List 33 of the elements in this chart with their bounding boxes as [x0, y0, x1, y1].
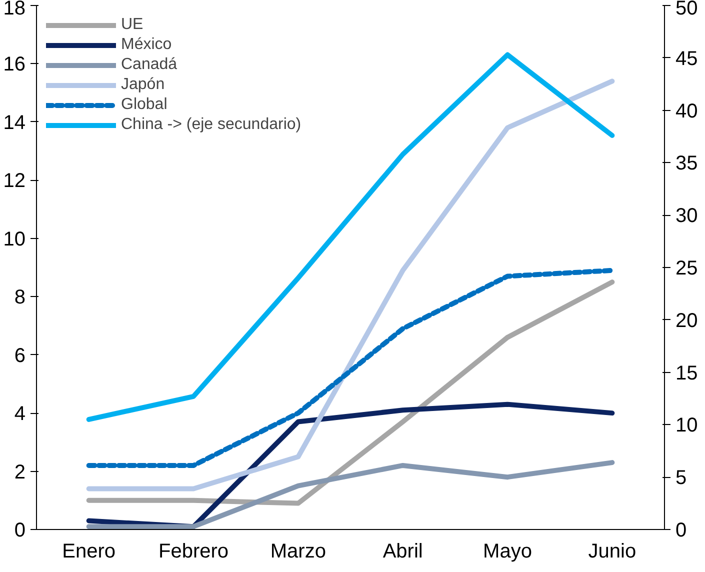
y2-tick-label: 15 — [676, 362, 698, 384]
legend-label: Global — [121, 96, 168, 114]
y2-tick-label: 50 — [676, 0, 698, 20]
legend-label: UE — [121, 16, 144, 34]
y2-tick-label: 25 — [676, 258, 698, 280]
y-tick-label: 14 — [3, 112, 26, 134]
y2-tick-label: 35 — [676, 152, 698, 175]
x-tick-label: Abril — [382, 540, 423, 562]
y-tick-label: 4 — [14, 403, 26, 426]
y2-tick-label: 40 — [676, 100, 698, 122]
y2-tick-label: 0 — [676, 520, 687, 542]
y2-tick-label: 30 — [676, 205, 698, 228]
legend-label: China -> (eje secundario) — [121, 116, 302, 134]
legend-label: Japón — [121, 76, 165, 94]
y-tick-label: 12 — [3, 170, 26, 192]
y-tick-label: 8 — [14, 286, 26, 309]
x-tick-label: Febrero — [158, 540, 229, 562]
y-tick-label: 2 — [14, 461, 26, 484]
y2-tick-label: 10 — [676, 414, 698, 437]
x-tick-label: Enero — [62, 540, 116, 562]
y2-tick-label: 5 — [676, 467, 687, 490]
x-tick-label: Junio — [588, 540, 636, 562]
y-tick-label: 6 — [14, 344, 26, 367]
y-tick-label: 0 — [14, 520, 26, 542]
legend-label: Canadá — [121, 56, 178, 74]
y2-tick-label: 45 — [676, 48, 698, 70]
y2-tick-label: 20 — [676, 310, 698, 332]
x-tick-label: Marzo — [270, 540, 326, 562]
x-tick-label: Mayo — [483, 540, 532, 562]
y-tick-label: 10 — [3, 228, 26, 250]
y-tick-label: 16 — [3, 54, 26, 76]
y-tick-label: 18 — [3, 0, 26, 20]
legend-label: México — [121, 36, 172, 54]
